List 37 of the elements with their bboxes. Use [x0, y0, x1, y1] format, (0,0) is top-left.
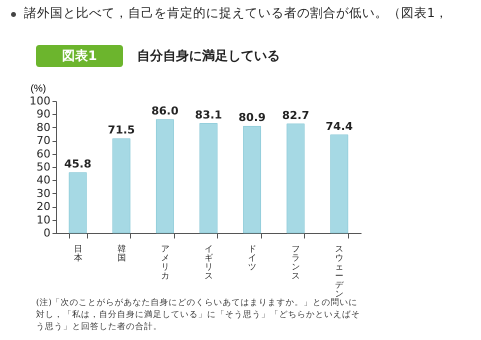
data-label: 82.7 [282, 108, 310, 122]
x-tick-label: 日本 [74, 244, 83, 264]
chart-title: 図表1 [36, 45, 124, 67]
bar [286, 124, 305, 234]
data-label: 71.5 [108, 124, 135, 137]
x-tick-label: アメリカ [160, 244, 170, 282]
bar [330, 134, 348, 234]
y-tick-label: 20 [36, 200, 50, 214]
y-tick-label: 30 [36, 186, 50, 200]
y-tick-label: 70 [36, 134, 50, 148]
y-tick-label: 10 [36, 213, 50, 226]
data-label: 80.9 [238, 111, 266, 124]
y-tick-label: 40 [36, 174, 50, 187]
x-tick-label: 韓国 [117, 244, 126, 264]
data-label: 86.0 [151, 104, 179, 118]
x-tick-label: イギリス [204, 244, 214, 282]
data-label: 45.8 [64, 158, 92, 171]
y-tick-label: 100 [30, 94, 50, 108]
y-tick-label: 90 [36, 108, 50, 121]
y-axis-title: (%) [30, 84, 46, 94]
x-tick-label: スウェーデン [335, 244, 346, 300]
y-tick-label: 60 [36, 147, 50, 160]
y-tick-label: 80 [36, 120, 50, 134]
y-tick-label: 50 [36, 160, 50, 174]
bar [243, 126, 262, 234]
bar [68, 172, 87, 234]
data-label: 74.4 [326, 120, 354, 133]
bar [156, 119, 174, 234]
bar [200, 123, 218, 234]
y-tick-label: 0 [44, 226, 50, 240]
chart-subtitle: 自分自身に満足している [137, 48, 280, 65]
x-tick-label: フランス [292, 244, 301, 282]
x-tick-label: ドイツ [248, 244, 258, 272]
text: (注)「次のことがらがあなた自身にどのくらいあてはまりますか。」との問いに対し，「私は，自分自身に満足している」に「そう思う」「どちらかといえばそう思う」と回答した者の合計。 [36, 297, 361, 333]
bar [112, 138, 130, 234]
data-label: 83.1 [194, 108, 222, 122]
text: 諸外国と比べて，自己を肯定的に捉えている者の割合が低い。（図表1， [24, 5, 448, 22]
